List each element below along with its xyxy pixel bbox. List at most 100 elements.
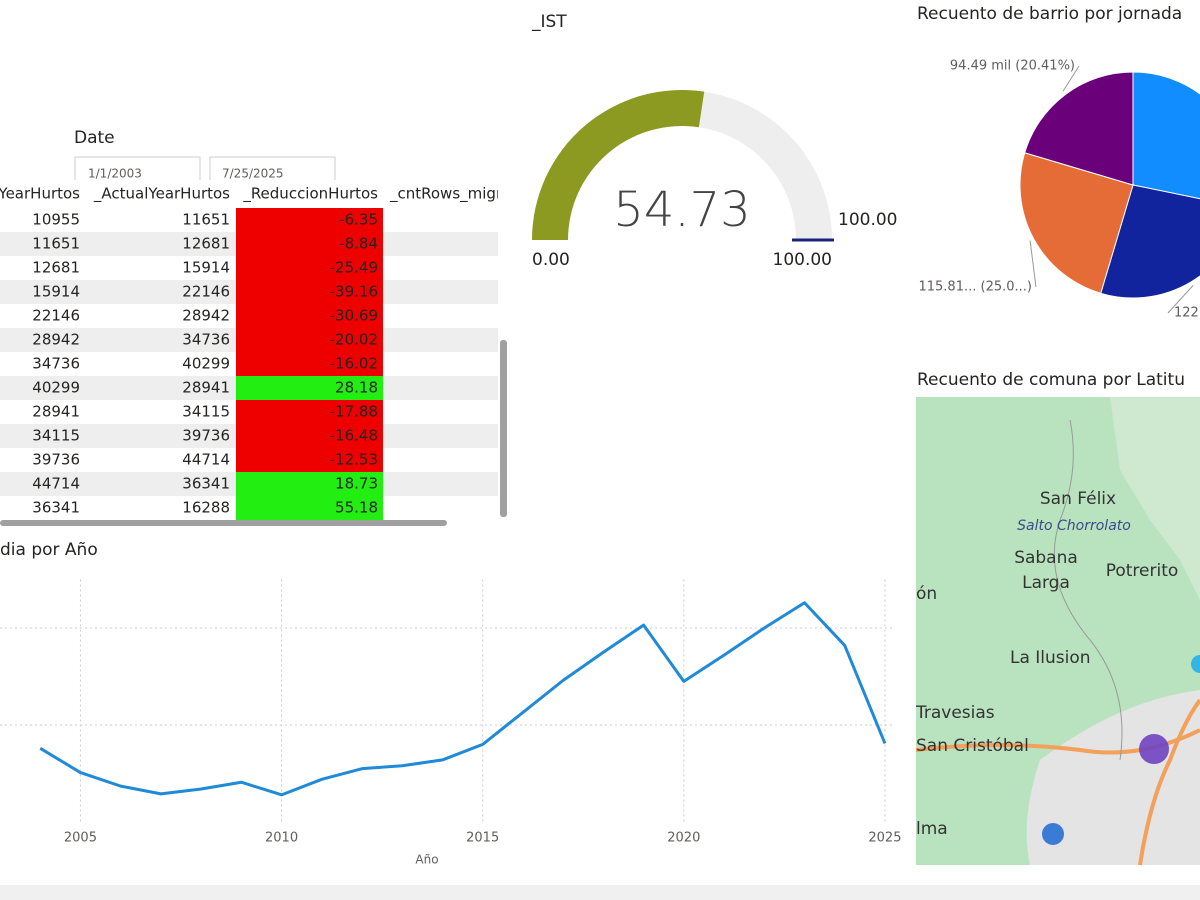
- pie-slice: [1019, 152, 1134, 294]
- column-header: YearHurtos: [0, 185, 80, 203]
- table-cell: -8.84: [339, 235, 378, 253]
- table-cell: -25.49: [330, 259, 378, 277]
- table-cell: -20.02: [330, 331, 378, 349]
- conditional-cell: [236, 256, 383, 280]
- table-cell: 55.18: [335, 499, 378, 517]
- table-cell: 40299: [182, 355, 230, 373]
- x-tick-label: 2015: [466, 831, 499, 846]
- date-end: 7/25/2025: [222, 167, 284, 181]
- gauge-min: 0.00: [532, 250, 570, 270]
- table-cell: 18.73: [335, 475, 378, 493]
- conditional-cell: [236, 472, 383, 496]
- map-urban: [1026, 690, 1200, 865]
- table-cell: 28941: [32, 403, 80, 421]
- map-bubble[interactable]: [1139, 734, 1169, 764]
- data-label: 115.81... (25.0...): [918, 280, 1032, 295]
- gauge-max: 100.00: [773, 250, 832, 270]
- map-label: Salto Chorrolato: [1017, 518, 1131, 534]
- table-cell: 34115: [182, 403, 230, 421]
- map-label: Travesias: [915, 703, 995, 723]
- scrollbar[interactable]: [500, 340, 507, 517]
- table-cell: 28942: [182, 307, 230, 325]
- conditional-cell: [236, 304, 383, 328]
- leader-line: [1062, 65, 1080, 92]
- data-label: 94.49 mil (20.41%): [950, 59, 1075, 74]
- conditional-cell: [236, 448, 383, 472]
- pie-slice: [1024, 71, 1134, 186]
- gauge-title: _IST: [531, 12, 567, 32]
- column-header: _cntRows_migr: [389, 185, 503, 204]
- status-bar: [0, 885, 1200, 900]
- table-cell: 44714: [182, 451, 230, 469]
- table-cell: 15914: [182, 259, 230, 277]
- x-tick-label: 2020: [667, 831, 700, 846]
- conditional-cell: [236, 208, 383, 232]
- table-cell: 15914: [32, 283, 80, 301]
- x-axis-title: Año: [415, 853, 438, 867]
- table-cell: 39736: [32, 451, 80, 469]
- conditional-cell: [236, 424, 383, 448]
- table-cell: 12681: [182, 235, 230, 253]
- table-cell: 22146: [32, 307, 80, 325]
- x-tick-label: 2005: [64, 831, 97, 846]
- table-cell: -39.16: [330, 283, 378, 301]
- table-cell: 40299: [32, 379, 80, 397]
- table-cell: 34736: [32, 355, 80, 373]
- conditional-cell: [236, 496, 383, 520]
- table-cell: -30.69: [330, 307, 378, 325]
- table-cell: 28.18: [335, 379, 378, 397]
- table-cell: -16.02: [330, 355, 378, 373]
- map-area: [1110, 397, 1200, 600]
- map-label: Potrerito: [1106, 561, 1179, 581]
- table-cell: 34115: [32, 427, 80, 445]
- slicer-title: Date: [74, 128, 115, 148]
- date-start: 1/1/2003: [88, 167, 142, 181]
- table-cell: 11651: [182, 211, 230, 229]
- table-cell: 44714: [32, 475, 80, 493]
- column-header: _ReduccionHurtos: [242, 185, 378, 204]
- leader-line: [1167, 285, 1194, 314]
- data-label: 122....: [1174, 306, 1200, 321]
- leader-line: [1029, 240, 1037, 288]
- pie-slice: [1132, 71, 1200, 200]
- line-series: [39, 601, 887, 797]
- line-title: dia por Año: [0, 540, 98, 560]
- scrollbar[interactable]: [0, 520, 447, 526]
- map-label: San Félix: [1040, 489, 1116, 509]
- map-label: San Cristóbal: [916, 736, 1029, 756]
- conditional-cell: [236, 328, 383, 352]
- table-cell: -6.35: [339, 211, 378, 229]
- conditional-cell: [236, 232, 383, 256]
- conditional-cell: [236, 352, 383, 376]
- table-cell: 10955: [32, 211, 80, 229]
- map-bubble[interactable]: [1191, 655, 1200, 673]
- pie-slice: [1100, 184, 1200, 299]
- table-cell: 12681: [32, 259, 80, 277]
- table-cell: 39736: [182, 427, 230, 445]
- map: [915, 397, 1200, 866]
- table-cell: -16.48: [330, 427, 378, 445]
- conditional-cell: [236, 400, 383, 424]
- table-cell: 28942: [32, 331, 80, 349]
- table-cell: 28941: [182, 379, 230, 397]
- map-label: ón: [916, 584, 937, 604]
- gauge-value-label: 54.73: [613, 182, 750, 238]
- table-cell: -12.53: [330, 451, 378, 469]
- pie-title: Recuento de barrio por jornada: [917, 4, 1182, 24]
- map-label: lma: [916, 819, 948, 839]
- map-road: [1138, 698, 1200, 866]
- map-title: Recuento de comuna por Latitu: [917, 370, 1185, 390]
- map-label: Sabana: [1014, 548, 1078, 568]
- gauge-target-label: 100.00: [838, 210, 897, 230]
- column-header: _ActualYearHurtos: [93, 185, 230, 204]
- conditional-cell: [236, 376, 383, 400]
- map-label: Larga: [1022, 573, 1070, 593]
- x-tick-label: 2025: [868, 831, 901, 846]
- table-header: [0, 180, 500, 213]
- conditional-cell: [236, 280, 383, 304]
- map-bubble[interactable]: [1042, 823, 1064, 845]
- table-cell: 36341: [32, 499, 80, 517]
- table-cell: -17.88: [330, 403, 378, 421]
